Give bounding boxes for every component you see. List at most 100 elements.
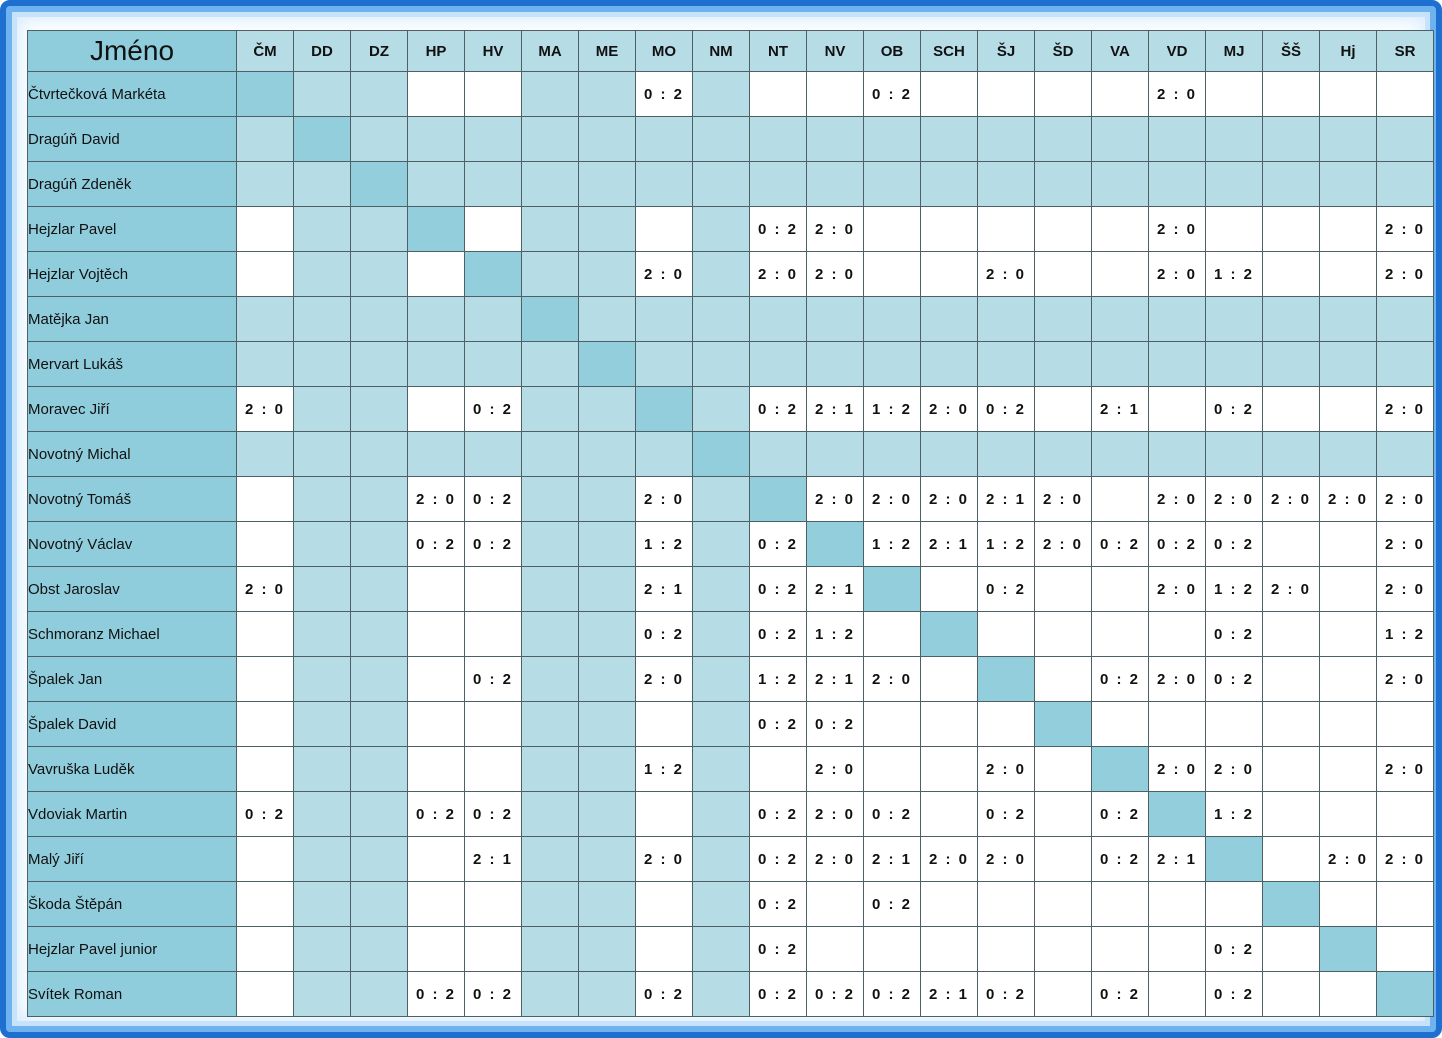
score-cell [1205, 431, 1263, 477]
score-cell [863, 926, 921, 972]
score-cell [521, 701, 579, 747]
score-cell [1262, 341, 1320, 387]
name-column-header: Jméno [27, 30, 237, 72]
score-cell [692, 791, 750, 837]
score-cell: 0 : 2 [863, 791, 921, 837]
header-row: Jméno ČM DD DZ HP HV MA ME MO NM NT NV OB SCH ŠJ ŠD VA V… [27, 30, 1434, 72]
score-cell: 0 : 2 [635, 71, 693, 117]
score-cell [635, 116, 693, 162]
score-cell [1205, 161, 1263, 207]
player-name: Novotný Michal [27, 431, 237, 477]
score-cell: 2 : 0 [1148, 206, 1206, 252]
score-cell [236, 161, 294, 207]
score-cell [920, 251, 978, 297]
score-cell [1148, 296, 1206, 342]
score-cell [1091, 431, 1149, 477]
score-cell: 2 : 1 [1148, 836, 1206, 882]
diagonal-cell [1091, 746, 1149, 792]
score-cell [1091, 341, 1149, 387]
score-cell [806, 431, 864, 477]
score-cell: 0 : 2 [749, 791, 807, 837]
score-cell: 0 : 2 [1205, 656, 1263, 702]
score-cell: 2 : 0 [236, 566, 294, 612]
score-cell [635, 296, 693, 342]
score-cell [293, 971, 351, 1017]
score-cell [749, 296, 807, 342]
score-cell: 2 : 0 [1376, 521, 1434, 567]
score-cell [293, 476, 351, 522]
score-cell: 2 : 0 [1148, 656, 1206, 702]
score-cell [236, 116, 294, 162]
score-cell [692, 611, 750, 657]
score-cell [1319, 296, 1377, 342]
score-cell [521, 566, 579, 612]
score-cell [578, 386, 636, 432]
score-cell [521, 836, 579, 882]
score-cell [1091, 881, 1149, 927]
player-name: Dragúň David [27, 116, 237, 162]
score-cell [749, 341, 807, 387]
diagonal-cell [1034, 701, 1092, 747]
score-cell [1319, 71, 1377, 117]
score-cell: 2 : 0 [635, 656, 693, 702]
score-cell: 2 : 0 [1148, 476, 1206, 522]
score-cell [407, 566, 465, 612]
score-cell [1376, 881, 1434, 927]
score-cell [350, 431, 408, 477]
score-cell [977, 296, 1035, 342]
score-cell [749, 746, 807, 792]
score-cell [1091, 926, 1149, 972]
column-header: Hj [1319, 30, 1377, 72]
score-cell [920, 791, 978, 837]
score-cell [1148, 926, 1206, 972]
player-name: Škoda Štěpán [27, 881, 237, 927]
score-cell [407, 386, 465, 432]
score-cell [692, 701, 750, 747]
score-cell [1262, 251, 1320, 297]
score-cell: 1 : 2 [1205, 251, 1263, 297]
score-cell [1262, 791, 1320, 837]
score-cell [1091, 71, 1149, 117]
score-cell [692, 206, 750, 252]
score-cell [920, 881, 978, 927]
score-cell: 0 : 2 [1091, 971, 1149, 1017]
results-table: Jméno ČM DD DZ HP HV MA ME MO NM NT NV OB SCH ŠJ ŠD VA V… [27, 30, 1434, 1017]
score-cell: 0 : 2 [863, 881, 921, 927]
score-cell [920, 746, 978, 792]
score-cell [977, 116, 1035, 162]
score-cell [863, 296, 921, 342]
score-cell [1148, 611, 1206, 657]
score-cell [977, 926, 1035, 972]
score-cell [407, 746, 465, 792]
score-cell: 0 : 2 [1205, 386, 1263, 432]
score-cell: 0 : 2 [1091, 656, 1149, 702]
column-header: OB [863, 30, 921, 72]
diagonal-cell [749, 476, 807, 522]
score-cell [293, 386, 351, 432]
score-cell [1034, 881, 1092, 927]
score-cell [635, 881, 693, 927]
score-cell [1319, 521, 1377, 567]
score-cell [1376, 701, 1434, 747]
column-header: HV [464, 30, 522, 72]
score-cell [863, 611, 921, 657]
diagonal-cell [806, 521, 864, 567]
score-cell: 2 : 1 [863, 836, 921, 882]
score-cell [1034, 206, 1092, 252]
score-cell [293, 701, 351, 747]
diagonal-cell [407, 206, 465, 252]
score-cell [236, 296, 294, 342]
score-cell [578, 521, 636, 567]
score-cell [1376, 926, 1434, 972]
score-cell [920, 161, 978, 207]
score-cell: 2 : 1 [920, 521, 978, 567]
score-cell: 0 : 2 [407, 971, 465, 1017]
score-cell [692, 656, 750, 702]
player-name: Matějka Jan [27, 296, 237, 342]
score-cell [236, 206, 294, 252]
score-cell [1091, 611, 1149, 657]
score-cell [863, 746, 921, 792]
